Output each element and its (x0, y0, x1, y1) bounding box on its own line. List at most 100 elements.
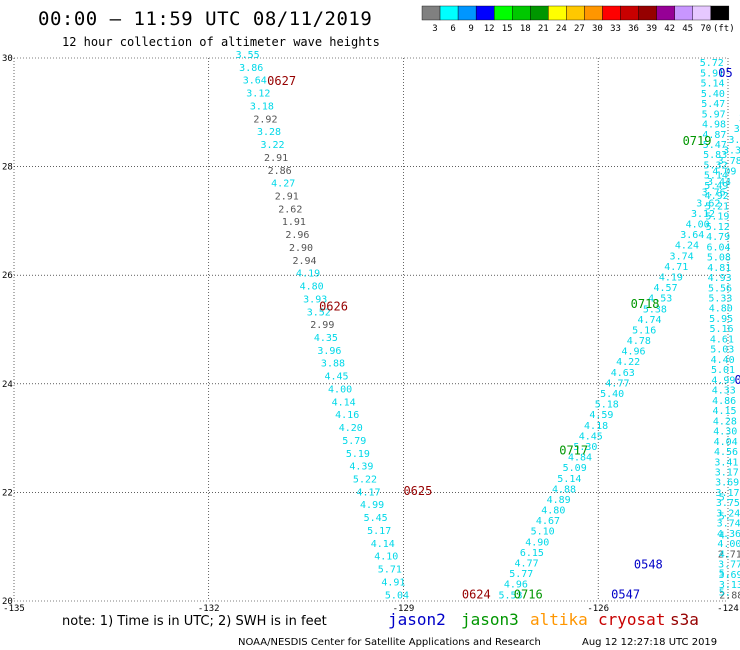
swh-value: 3.17 (715, 488, 739, 499)
satellite-legend-item: jason2 (388, 610, 446, 629)
swh-value: 4.91 (381, 577, 405, 588)
swh-value: 5.32 (703, 160, 727, 171)
swh-value: 4.45 (579, 431, 603, 442)
swh-value: 4.28 (713, 416, 737, 427)
swh-value: 4.81 (707, 263, 731, 274)
swh-value: 4.80 (300, 282, 324, 293)
swh-value: 4.35 (314, 333, 338, 344)
footer-note: note: 1) Time is in UTC; 2) SWH is in fe… (62, 614, 327, 629)
swh-value: 4.98 (702, 120, 726, 131)
swh-value: 5.56 (708, 283, 732, 294)
swh-value: 2.91 (275, 192, 299, 203)
swh-value: 4.00 (328, 384, 352, 395)
swh-value: 3.18 (250, 101, 274, 112)
colorbar-swatch (566, 5, 585, 21)
swh-value: 3.64 (243, 76, 267, 87)
y-tick-label: 20 (2, 597, 13, 607)
colorbar-swatch (584, 5, 603, 21)
colorbar-label: 3 (432, 24, 437, 34)
swh-value: 4.92 (705, 191, 729, 202)
swh-value: 4.87 (702, 130, 726, 141)
colorbar-label: 6 (450, 24, 455, 34)
swh-value: 3.13 (719, 580, 740, 591)
orbit-time-label: 0625 (403, 484, 432, 498)
swh-value: 4.16 (335, 410, 359, 421)
colorbar-swatch (692, 5, 711, 21)
satellite-legend-item: altika (530, 610, 588, 629)
colorbar-label: 21 (538, 24, 549, 34)
swh-value: 3.24 (716, 508, 740, 519)
colorbar-swatch (548, 5, 567, 21)
swh-value: 3.97 (734, 124, 740, 135)
swh-value: 2.86 (268, 166, 292, 177)
swh-value: 4.61 (710, 334, 734, 345)
swh-value: 4.00 (717, 539, 740, 550)
orbit-time-label: 0627 (267, 74, 296, 88)
colorbar-swatch (674, 5, 693, 21)
swh-value: 4. (719, 550, 731, 561)
swh-value: 5.79 (342, 436, 366, 447)
swh-value: 5.01 (711, 365, 735, 376)
swh-value: 4.10 (374, 552, 398, 563)
colorbar-swatch (421, 5, 441, 21)
x-tick-label: -135 (3, 604, 25, 614)
timestamp-text: Aug 12 12:27:18 UTC 2019 (582, 637, 717, 648)
colorbar-label: 24 (556, 24, 567, 34)
swh-value: 6.04 (706, 242, 730, 253)
y-tick-label: 26 (2, 271, 13, 281)
swh-value: 5.16 (709, 324, 733, 335)
swh-value: 2.96 (285, 230, 309, 241)
swh-value: 3.86 (239, 63, 263, 74)
colorbar-label: 70 (700, 24, 711, 34)
page-title: 00:00 – 11:59 UTC 08/11/2019 (38, 8, 373, 30)
swh-value: 3.93 (303, 294, 327, 305)
swh-value: 5.47 (703, 140, 727, 151)
swh-value: 5.77 (509, 569, 533, 580)
colorbar-label: (ft) (713, 24, 735, 34)
swh-value: 1.91 (282, 217, 306, 228)
swh-value: 6.15 (520, 548, 544, 559)
swh-value: 5.47 (701, 99, 725, 110)
swh-value: 4.20 (339, 423, 363, 434)
colorbar-label: 42 (664, 24, 675, 34)
swh-value: 3.77 (718, 560, 740, 571)
orbit-time-label: 0547 (611, 587, 640, 601)
swh-value: 5.12 (706, 222, 730, 233)
swh-value: 4.45 (324, 372, 348, 383)
x-tick-label: -124 (717, 604, 739, 614)
satellite-legend-item: jason3 (461, 610, 519, 629)
swh-value: 4.67 (536, 516, 560, 527)
swh-value: 3.62 (696, 198, 720, 209)
swh-value: 3.76 (702, 188, 726, 199)
swh-value: 2.91 (264, 153, 288, 164)
swh-value: 3.28 (257, 127, 281, 138)
x-tick-label: -129 (393, 604, 415, 614)
colorbar-label: 33 (610, 24, 621, 34)
swh-value: 4. (719, 531, 731, 542)
swh-value: 5.19 (705, 212, 729, 223)
swh-value: 4.30 (713, 427, 737, 438)
y-tick-label: 24 (2, 380, 13, 390)
swh-value: 3.55 (236, 50, 260, 61)
swh-value: 5.38 (643, 304, 667, 315)
colorbar-label: 12 (484, 24, 495, 34)
orbit-time-label: 0717 (559, 443, 588, 457)
y-tick-label: 28 (2, 163, 13, 173)
swh-value: 5.30 (573, 442, 597, 453)
swh-value: 3.12 (691, 209, 715, 220)
swh-value: 5.49 (704, 181, 728, 192)
swh-value: 5.08 (707, 253, 731, 264)
swh-value: 4.99 (711, 375, 735, 386)
swh-value: 5.17 (367, 526, 391, 537)
swh-value: 5.09 (563, 463, 587, 474)
swh-value: 5.18 (595, 400, 619, 411)
swh-value: 5.45 (364, 513, 388, 524)
colorbar-swatch (512, 5, 531, 21)
swh-value: 5.97 (702, 109, 726, 120)
swh-value: 3.88 (321, 359, 345, 370)
colorbar-swatch (530, 5, 549, 21)
swh-value: 3.69 (718, 570, 740, 581)
swh-value: 3.22 (261, 140, 285, 151)
swh-value: 4.59 (589, 410, 613, 421)
